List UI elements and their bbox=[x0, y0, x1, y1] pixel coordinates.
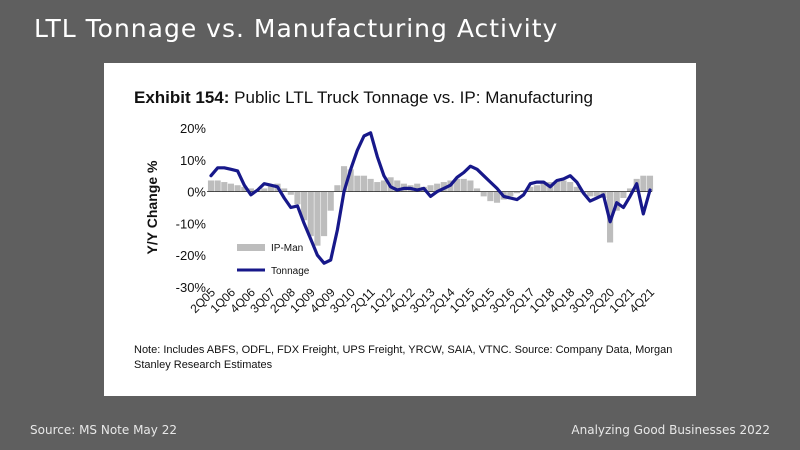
bar-ip-man bbox=[301, 191, 308, 221]
bar-ip-man bbox=[560, 180, 567, 192]
bar-ip-man bbox=[567, 182, 574, 192]
bar-ip-man bbox=[587, 191, 594, 197]
bar-ip-man bbox=[493, 191, 501, 203]
exhibit-title-text: Public LTL Truck Tonnage vs. IP: Manufac… bbox=[234, 88, 593, 107]
bar-ip-man bbox=[227, 183, 235, 192]
y-tick-label: 0% bbox=[187, 185, 206, 200]
bar-ip-man bbox=[414, 183, 421, 192]
bar-ip-man bbox=[294, 191, 301, 205]
bar-ip-man bbox=[553, 180, 560, 192]
chart-note: Note: Includes ABFS, ODFL, FDX Freight, … bbox=[134, 344, 673, 371]
bar-ip-man bbox=[207, 180, 215, 192]
bar-ip-man bbox=[646, 175, 654, 192]
bar-ip-man bbox=[241, 186, 248, 192]
footer-text: Analyzing Good Businesses 2022 bbox=[571, 423, 770, 437]
bar-ip-man bbox=[573, 186, 580, 192]
bar-ip-man bbox=[281, 188, 288, 192]
bar-ip-man bbox=[340, 166, 348, 192]
bar-ip-man bbox=[513, 191, 521, 194]
bar-ip-man bbox=[487, 191, 494, 202]
bar-ip-man bbox=[533, 185, 540, 192]
bar-ip-man bbox=[347, 169, 354, 192]
bar-ip-man bbox=[367, 178, 374, 192]
bar-ip-man bbox=[287, 191, 294, 195]
exhibit-label: Exhibit 154: bbox=[134, 88, 230, 107]
bar-ip-man bbox=[221, 182, 228, 192]
bar-ip-man bbox=[474, 188, 481, 192]
bar-ip-man bbox=[527, 186, 534, 192]
exhibit-title: Exhibit 154: Public LTL Truck Tonnage vs… bbox=[134, 88, 593, 108]
bar-ip-man bbox=[434, 183, 441, 192]
bar-ip-man bbox=[380, 180, 387, 192]
bar-ip-man bbox=[620, 191, 627, 198]
legend-swatch-ip-man bbox=[237, 244, 265, 251]
chart-panel bbox=[104, 63, 696, 396]
legend-label-tonnage: Tonnage bbox=[271, 266, 310, 277]
bar-ip-man bbox=[540, 183, 547, 192]
bar-ip-man bbox=[321, 191, 328, 237]
y-axis-label: Y/Y Change % bbox=[144, 160, 160, 254]
bar-ip-man bbox=[394, 180, 401, 192]
bar-ip-man bbox=[454, 178, 461, 192]
bar-ip-man bbox=[327, 191, 334, 211]
bar-ip-man bbox=[507, 191, 514, 197]
source-text: Source: MS Note May 22 bbox=[30, 423, 177, 437]
series-line-tonnage bbox=[209, 131, 652, 265]
bar-ip-man bbox=[467, 180, 474, 192]
y-tick-label: -10% bbox=[176, 216, 207, 231]
bar-ip-man bbox=[593, 191, 600, 197]
y-tick-label: 10% bbox=[180, 153, 206, 168]
y-tick-label: 20% bbox=[180, 121, 206, 136]
slide-title: LTL Tonnage vs. Manufacturing Activity bbox=[34, 14, 559, 43]
bar-ip-man bbox=[480, 191, 487, 197]
y-tick-label: -30% bbox=[176, 280, 207, 295]
bar-ip-man bbox=[334, 185, 341, 192]
legend-label-ip-man: IP-Man bbox=[271, 243, 303, 254]
bar-ip-man bbox=[360, 175, 368, 192]
line-bar-chart: 20%10%0%-10%-20%-30%Y/Y Change %2Q051Q06… bbox=[144, 121, 657, 316]
bar-ip-man bbox=[520, 190, 527, 192]
bar-ip-man bbox=[354, 175, 361, 192]
bar-ip-man bbox=[267, 185, 274, 192]
y-tick-label: -20% bbox=[176, 248, 207, 263]
bar-ip-man bbox=[261, 188, 268, 192]
bar-ip-man bbox=[234, 185, 241, 192]
bar-ip-man bbox=[374, 182, 381, 192]
bar-ip-man bbox=[247, 188, 254, 192]
bar-ip-man bbox=[214, 180, 221, 192]
bar-ip-man bbox=[460, 178, 467, 192]
bar-ip-man bbox=[427, 185, 434, 192]
bar-ip-man bbox=[640, 175, 647, 192]
bar-ip-man bbox=[314, 191, 321, 246]
bar-ip-man bbox=[307, 191, 314, 237]
bar-ip-man bbox=[626, 188, 634, 192]
